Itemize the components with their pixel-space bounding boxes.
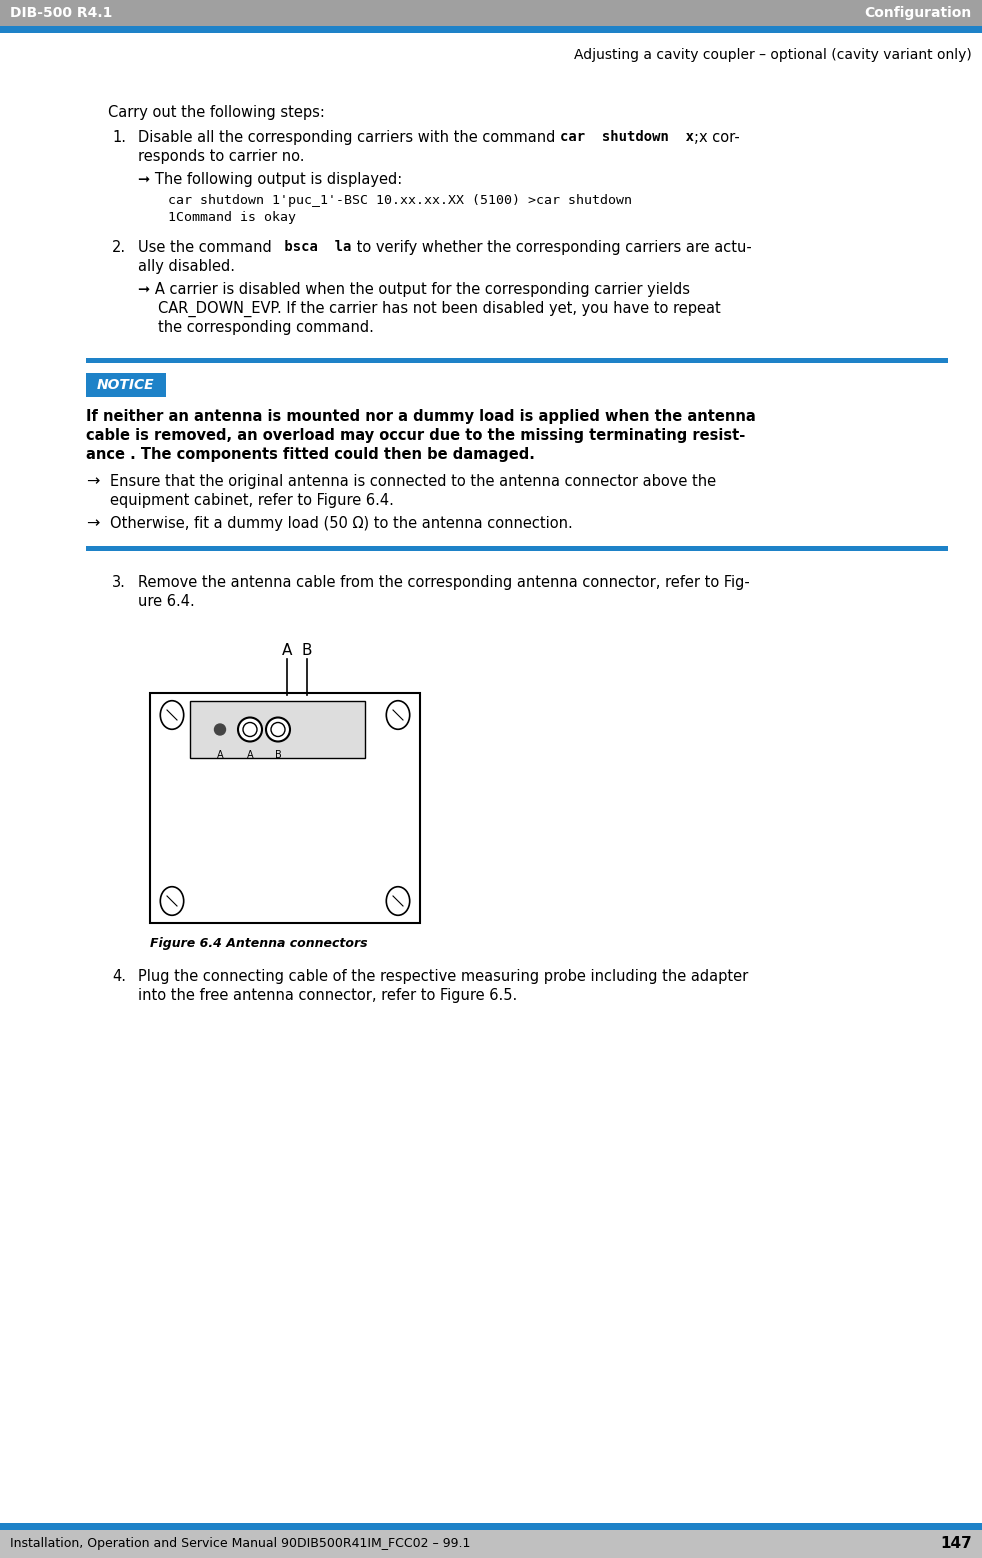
- Text: Carry out the following steps:: Carry out the following steps:: [108, 104, 325, 120]
- Text: A: A: [246, 749, 253, 760]
- Text: 3.: 3.: [112, 575, 126, 590]
- Text: equipment cabinet, refer to Figure 6.4.: equipment cabinet, refer to Figure 6.4.: [110, 492, 394, 508]
- Text: Plug the connecting cable of the respective measuring probe including the adapte: Plug the connecting cable of the respect…: [138, 969, 748, 985]
- Text: bsca  la: bsca la: [276, 240, 352, 254]
- Text: Adjusting a cavity coupler – optional (cavity variant only): Adjusting a cavity coupler – optional (c…: [574, 48, 972, 62]
- Text: A: A: [282, 643, 293, 657]
- Ellipse shape: [160, 701, 184, 729]
- Ellipse shape: [160, 887, 184, 915]
- Text: Installation, Operation and Service Manual 90DIB500R41IM_FCC02 – 99.1: Installation, Operation and Service Manu…: [10, 1538, 470, 1550]
- Text: ally disabled.: ally disabled.: [138, 259, 235, 274]
- FancyBboxPatch shape: [86, 372, 166, 397]
- Text: 2.: 2.: [112, 240, 126, 256]
- Bar: [0, 26, 982, 33]
- Text: 1.: 1.: [112, 129, 126, 145]
- Text: responds to carrier no.: responds to carrier no.: [138, 150, 304, 164]
- Text: the corresponding command.: the corresponding command.: [158, 319, 374, 335]
- Circle shape: [271, 723, 285, 737]
- Text: into the free antenna connector, refer to Figure 6.5.: into the free antenna connector, refer t…: [138, 988, 518, 1003]
- Text: ➞ The following output is displayed:: ➞ The following output is displayed:: [138, 171, 403, 187]
- Text: Figure 6.4 Antenna connectors: Figure 6.4 Antenna connectors: [150, 936, 367, 950]
- Bar: [0, 0, 982, 26]
- Text: ure 6.4.: ure 6.4.: [138, 594, 194, 609]
- Text: A: A: [217, 749, 223, 760]
- Text: Use the command: Use the command: [138, 240, 276, 256]
- Text: B: B: [301, 643, 312, 657]
- Circle shape: [243, 723, 257, 737]
- Circle shape: [214, 724, 226, 735]
- Circle shape: [238, 718, 262, 742]
- Text: →: →: [86, 474, 99, 489]
- Bar: [0, 1530, 982, 1558]
- Text: 4.: 4.: [112, 969, 126, 985]
- Bar: [86, 545, 948, 552]
- Text: B: B: [275, 749, 282, 760]
- Text: DIB-500 R4.1: DIB-500 R4.1: [10, 6, 112, 20]
- Bar: [0, 1524, 982, 1530]
- Text: Disable all the corresponding carriers with the command: Disable all the corresponding carriers w…: [138, 129, 560, 145]
- Text: NOTICE: NOTICE: [97, 379, 155, 393]
- Text: cable is removed, an overload may occur due to the missing terminating resist-: cable is removed, an overload may occur …: [86, 428, 745, 442]
- Text: to verify whether the corresponding carriers are actu-: to verify whether the corresponding carr…: [352, 240, 751, 256]
- Circle shape: [266, 718, 290, 742]
- Text: →: →: [86, 516, 99, 531]
- Text: Otherwise, fit a dummy load (50 Ω) to the antenna connection.: Otherwise, fit a dummy load (50 Ω) to th…: [110, 516, 573, 531]
- Text: ;x cor-: ;x cor-: [694, 129, 739, 145]
- Text: Configuration: Configuration: [865, 6, 972, 20]
- Text: 147: 147: [940, 1536, 972, 1552]
- Ellipse shape: [386, 701, 409, 729]
- Text: ance . The components fitted could then be damaged.: ance . The components fitted could then …: [86, 447, 535, 463]
- Text: ➞ A carrier is disabled when the output for the corresponding carrier yields: ➞ A carrier is disabled when the output …: [138, 282, 690, 298]
- Bar: [86, 358, 948, 363]
- Ellipse shape: [386, 887, 409, 915]
- Bar: [190, 701, 365, 759]
- Text: 1Command is okay: 1Command is okay: [168, 210, 296, 224]
- Text: car shutdown 1'puc_1'-BSC 10.xx.xx.XX (5100) >car shutdown: car shutdown 1'puc_1'-BSC 10.xx.xx.XX (5…: [168, 195, 632, 207]
- Bar: [150, 693, 420, 922]
- Text: CAR_DOWN_EVP. If the carrier has not been disabled yet, you have to repeat: CAR_DOWN_EVP. If the carrier has not bee…: [158, 301, 721, 318]
- Text: car  shutdown  x: car shutdown x: [560, 129, 694, 143]
- Text: Remove the antenna cable from the corresponding antenna connector, refer to Fig-: Remove the antenna cable from the corres…: [138, 575, 749, 590]
- Text: If neither an antenna is mounted nor a dummy load is applied when the antenna: If neither an antenna is mounted nor a d…: [86, 410, 756, 424]
- Text: Ensure that the original antenna is connected to the antenna connector above the: Ensure that the original antenna is conn…: [110, 474, 716, 489]
